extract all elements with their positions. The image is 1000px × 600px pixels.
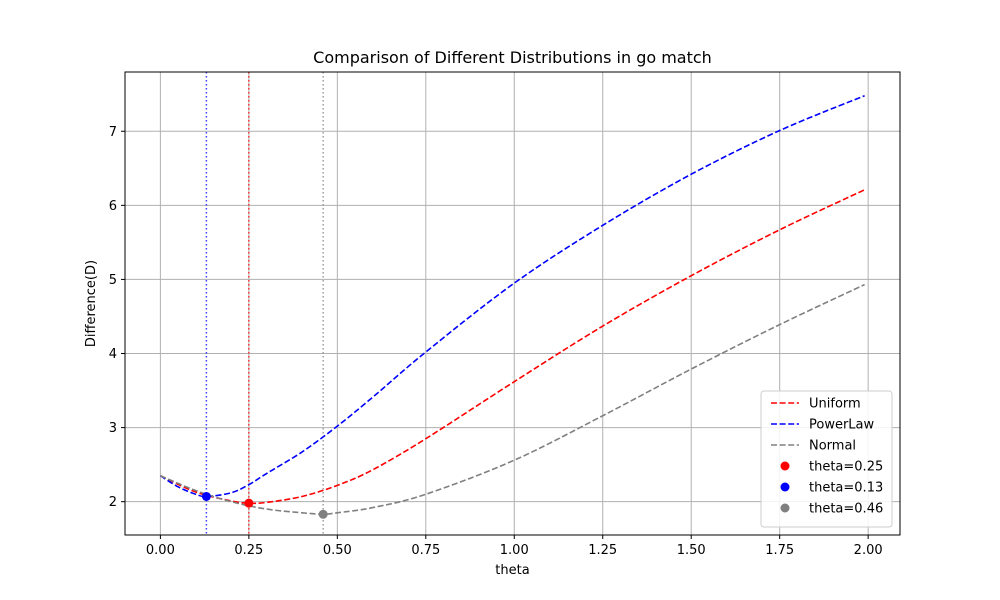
- legend-label: Uniform: [809, 397, 861, 412]
- x-tick-label: 1.00: [500, 543, 529, 558]
- x-tick-label: 0.50: [323, 543, 352, 558]
- optimum-markers: [201, 491, 328, 519]
- series-lines: [159, 94, 865, 516]
- optimum-point: [318, 509, 328, 519]
- y-tick-label: 4: [109, 347, 117, 362]
- series-line-uniform: [160, 189, 865, 505]
- y-tick-label: 3: [109, 421, 117, 436]
- optimum-point: [201, 491, 211, 501]
- legend-swatch: [780, 503, 790, 513]
- series-line-normal: [160, 283, 865, 516]
- legend-swatch: [780, 461, 790, 471]
- y-tick-label: 6: [109, 199, 117, 214]
- legend-swatch: [780, 482, 790, 492]
- legend-label: Normal: [809, 439, 856, 454]
- series-line-powerlaw: [159, 94, 865, 498]
- y-tick-label: 7: [109, 125, 117, 140]
- y-tick-label: 5: [109, 273, 117, 288]
- y-tick-label: 2: [109, 495, 117, 510]
- legend-box: [760, 390, 893, 528]
- ticks: 0.00 0.25 0.50 0.75 1.00 1.25 1.50 1.75 2.00 2 3 4 5…: [109, 125, 883, 558]
- legend-label: theta=0.13: [809, 481, 883, 496]
- y-axis-label: Difference(D): [84, 260, 99, 347]
- x-axis-label: theta: [495, 563, 529, 578]
- chart-title: Comparison of Different Distributions in…: [313, 48, 712, 67]
- x-tick-label: 1.50: [677, 543, 706, 558]
- legend-label: PowerLaw: [809, 418, 875, 433]
- x-tick-label: 1.25: [588, 543, 617, 558]
- legend: Uniform PowerLaw Normal theta=0.25 theta=0.1…: [760, 390, 893, 528]
- threshold-lines: [205, 72, 324, 535]
- x-tick-label: 0.75: [411, 543, 440, 558]
- x-tick-label: 0.00: [146, 543, 175, 558]
- x-tick-label: 2.00: [854, 543, 883, 558]
- legend-label: theta=0.46: [809, 502, 883, 517]
- x-tick-label: 1.75: [765, 543, 794, 558]
- plot-frame: [124, 71, 901, 536]
- optimum-point: [244, 498, 254, 508]
- x-tick-label: 0.25: [234, 543, 263, 558]
- legend-label: theta=0.25: [809, 460, 883, 475]
